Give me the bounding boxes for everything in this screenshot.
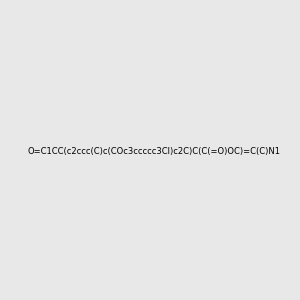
Text: O=C1CC(c2ccc(C)c(COc3ccccc3Cl)c2C)C(C(=O)OC)=C(C)N1: O=C1CC(c2ccc(C)c(COc3ccccc3Cl)c2C)C(C(=O… <box>27 147 280 156</box>
